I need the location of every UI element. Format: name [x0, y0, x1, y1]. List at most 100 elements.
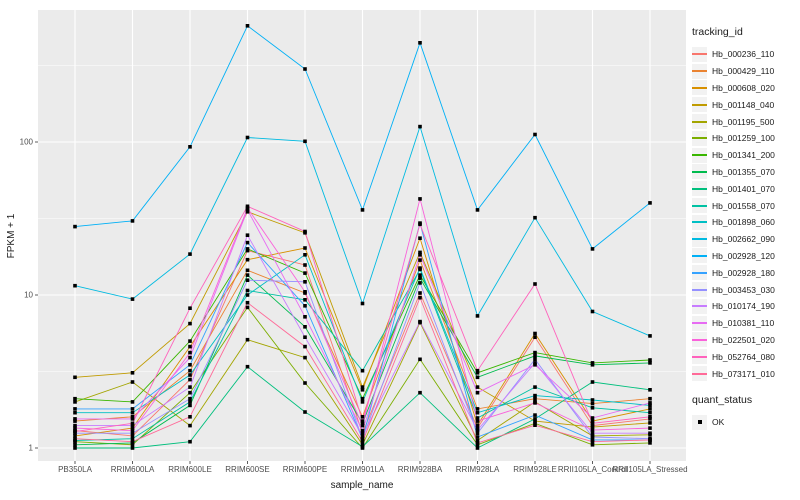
legend-item: Hb_001195_500 [692, 113, 798, 130]
legend-key-box [692, 130, 707, 146]
legend-key-box [692, 181, 707, 197]
legend-item: Hb_001401_070 [692, 180, 798, 197]
svg-text:RRIM600LA: RRIM600LA [111, 465, 155, 474]
svg-text:RRIM928BA: RRIM928BA [398, 465, 443, 474]
series-color-line-icon [692, 137, 707, 140]
legend-item-label: Hb_000236_110 [712, 49, 775, 60]
series-color-line-icon [692, 238, 707, 241]
legend-key-box [692, 315, 707, 331]
svg-text:RRIM600LE: RRIM600LE [168, 465, 212, 474]
legend-item: Hb_022501_020 [692, 332, 798, 349]
legend-item-label: Hb_000608_020 [712, 82, 775, 93]
series-color-line-icon [692, 355, 707, 358]
legend-key-box [692, 198, 707, 214]
svg-text:1: 1 [29, 444, 34, 453]
series-color-line-icon [692, 154, 707, 157]
series-color-line-icon [692, 305, 707, 308]
legend-key-box [692, 214, 707, 230]
series-color-line-icon [692, 254, 707, 257]
legend-title-tracking-id: tracking_id [692, 26, 743, 38]
svg-text:RRII105LA_Control: RRII105LA_Control [558, 465, 628, 474]
legend-item-label: Hb_001898_060 [712, 217, 775, 228]
series-color-line-icon [692, 271, 707, 274]
legend-key-box [692, 349, 707, 365]
series-color-line-icon [692, 204, 707, 207]
legend-item: Hb_052764_080 [692, 348, 798, 365]
series-color-line-icon [692, 103, 707, 106]
legend-item-label: Hb_001259_100 [712, 133, 775, 144]
legend-item: Hb_000429_110 [692, 63, 798, 80]
plot-panel [38, 10, 686, 461]
legend-key-box [692, 164, 707, 180]
legend-key-box [692, 298, 707, 314]
legend-key-box [692, 46, 707, 62]
legend-item: Hb_002928_120 [692, 248, 798, 265]
svg-text:RRIM901LA: RRIM901LA [341, 465, 385, 474]
legend-item-label: Hb_001401_070 [712, 183, 775, 194]
legend-key-box [692, 63, 707, 79]
legend-item: Hb_001355_070 [692, 164, 798, 181]
legend-item: Hb_010174_190 [692, 298, 798, 315]
legend-item: Hb_001558_070 [692, 197, 798, 214]
series-color-line-icon [692, 120, 707, 123]
legend-item-label: Hb_002928_120 [712, 250, 775, 261]
legend-item: Hb_003453_030 [692, 281, 798, 298]
legend-item-label: Hb_010381_110 [712, 318, 775, 329]
legend-item: Hb_001259_100 [692, 130, 798, 147]
legend-item: Hb_002928_180 [692, 264, 798, 281]
legend-key-box [692, 332, 707, 348]
legend-key-box [692, 265, 707, 281]
legend: tracking_id Hb_000236_110 Hb_000429_110 … [692, 26, 798, 431]
series-lines [73, 24, 652, 450]
x-axis-title: sample_name [331, 480, 394, 491]
legend-item: Hb_073171_010 [692, 365, 798, 382]
legend-item: Hb_010381_110 [692, 315, 798, 332]
series-color-line-icon [692, 86, 707, 89]
series-color-line-icon [692, 70, 707, 73]
legend-item: Hb_002662_090 [692, 231, 798, 248]
series-color-line-icon [692, 372, 707, 375]
legend-items: Hb_000236_110 Hb_000429_110 Hb_000608_02… [692, 46, 798, 382]
legend-item-label: Hb_073171_010 [712, 368, 775, 379]
legend-item-label: OK [712, 417, 725, 428]
svg-text:10: 10 [24, 291, 33, 300]
series-color-line-icon [692, 288, 707, 291]
series-color-line-icon [692, 187, 707, 190]
legend-item-label: Hb_003453_030 [712, 284, 775, 295]
legend-item-label: Hb_052764_080 [712, 351, 775, 362]
legend-item-label: Hb_001195_500 [712, 116, 775, 127]
legend-item-label: Hb_002928_180 [712, 267, 775, 278]
series-color-line-icon [692, 53, 707, 56]
svg-text:RRII105LA_Stressed: RRII105LA_Stressed [612, 465, 687, 474]
legend-item-label: Hb_002662_090 [712, 234, 775, 245]
svg-text:RRIM600PE: RRIM600PE [283, 465, 327, 474]
series-color-line-icon [692, 221, 707, 224]
legend-key-box [692, 414, 707, 430]
legend-item-label: Hb_001341_200 [712, 150, 775, 161]
axes: 1 10 100 PB350LA RRIM600LA RRIM600LE RRIM600SE… [20, 138, 688, 475]
legend-item: Hb_000236_110 [692, 46, 798, 63]
series-color-line-icon [692, 170, 707, 173]
legend-item: Hb_001898_060 [692, 214, 798, 231]
y-axis-title: FPKM + 1 [6, 213, 17, 258]
legend-item-label: Hb_001148_040 [712, 99, 775, 110]
series-color-line-icon [692, 322, 707, 325]
legend-item-label: Hb_022501_020 [712, 334, 775, 345]
legend-item-label: Hb_001558_070 [712, 200, 775, 211]
legend-key-box [692, 248, 707, 264]
black-square-point-icon [697, 420, 702, 425]
legend-item-ok: OK [692, 414, 798, 431]
legend-key-box [692, 80, 707, 96]
line-chart: 1 10 100 PB350LA RRIM600LA RRIM600LE RRIM600SE… [6, 10, 688, 491]
series-color-line-icon [692, 338, 707, 341]
legend-item-label: Hb_001355_070 [712, 166, 775, 177]
legend-quant-status: quant_status OK [692, 394, 798, 431]
legend-title-quant-status: quant_status [692, 393, 753, 406]
legend-key-box [692, 114, 707, 130]
svg-text:PB350LA: PB350LA [58, 465, 92, 474]
legend-item-label: Hb_000429_110 [712, 66, 775, 77]
legend-key-box [692, 231, 707, 247]
svg-text:100: 100 [20, 138, 34, 147]
legend-item: Hb_000608_020 [692, 80, 798, 97]
